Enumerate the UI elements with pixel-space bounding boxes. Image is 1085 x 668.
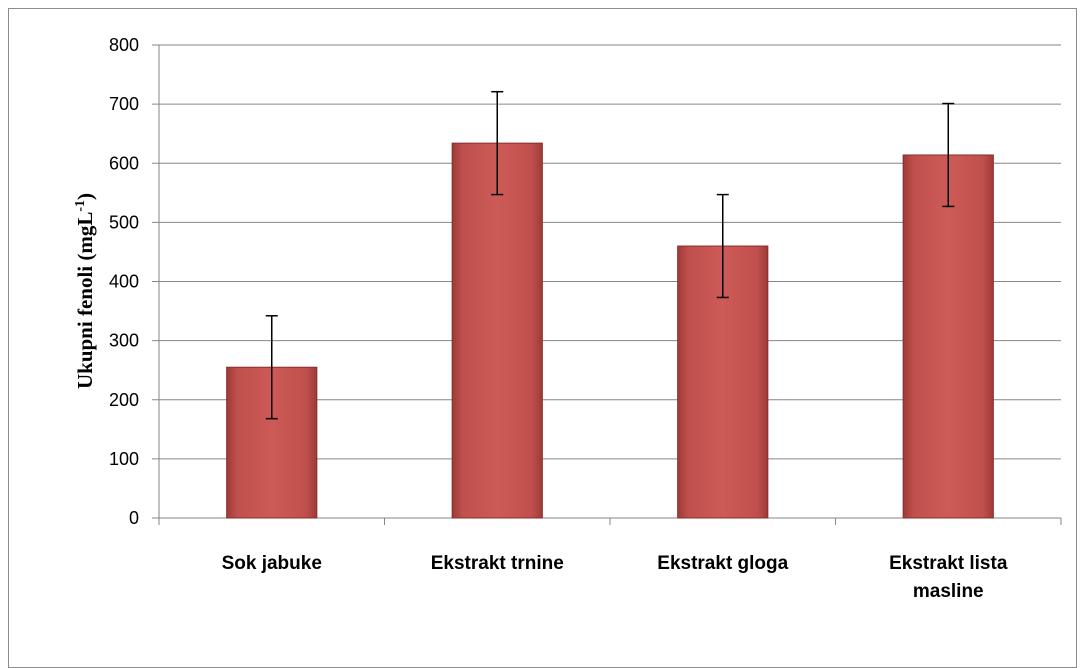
category-label: Ekstrakt trnine <box>431 553 564 574</box>
y-tick-label: 600 <box>109 153 139 173</box>
error-bars <box>265 90 955 420</box>
bar <box>451 142 543 519</box>
y-tick-label: 0 <box>129 508 139 528</box>
y-tick-label: 300 <box>109 331 139 351</box>
bar-chart: 0 100 200 300 400 500 600 700 800 Sok jabuke Ekst… <box>73 35 1062 602</box>
category-label: Sok jabuke <box>222 553 322 574</box>
bar <box>902 154 994 519</box>
y-tick-label: 700 <box>109 94 139 114</box>
y-tick-label: 500 <box>109 212 139 232</box>
y-axis-label-suffix: ) <box>73 193 97 200</box>
y-tick-label: 400 <box>109 272 139 292</box>
y-tick-label: 800 <box>109 35 139 55</box>
y-axis-label: Ukupni fenoli (mgL-1) <box>73 193 97 389</box>
bars <box>226 142 994 519</box>
y-tick-label: 100 <box>109 449 139 469</box>
category-label: Ekstrakt lista masline <box>889 553 1008 602</box>
y-axis-label-superscript: -1 <box>73 200 88 212</box>
y-axis-label-main: Ukupni fenoli (mgL <box>73 212 97 389</box>
chart-frame: 0 100 200 300 400 500 600 700 800 Sok jabuke Ekst… <box>8 8 1077 668</box>
category-labels: Sok jabuke Ekstrakt trnine Ekstrakt gloga E… <box>222 553 1008 602</box>
y-tick-label: 200 <box>109 390 139 410</box>
category-label: Ekstrakt gloga <box>657 553 788 574</box>
y-tick-labels: 0 100 200 300 400 500 600 700 800 <box>109 35 139 528</box>
